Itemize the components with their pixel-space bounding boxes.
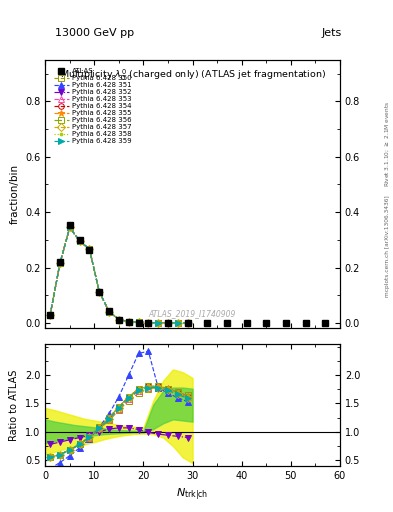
Text: ATLAS_2019_I1740909: ATLAS_2019_I1740909 <box>149 309 236 318</box>
Text: Multiplicity $\lambda_0^0$ (charged only) (ATLAS jet fragmentation): Multiplicity $\lambda_0^0$ (charged only… <box>60 68 325 83</box>
X-axis label: $N_{\mathrm{trk|ch}}$: $N_{\mathrm{trk|ch}}$ <box>176 486 209 502</box>
Text: Rivet 3.1.10; $\geq$ 2.1M events: Rivet 3.1.10; $\geq$ 2.1M events <box>383 100 391 186</box>
Text: Jets: Jets <box>321 28 342 38</box>
Text: mcplots.cern.ch [arXiv:1306.3436]: mcplots.cern.ch [arXiv:1306.3436] <box>385 195 389 296</box>
Legend: ATLAS, Pythia 6.428 350, Pythia 6.428 351, Pythia 6.428 352, Pythia 6.428 353, P: ATLAS, Pythia 6.428 350, Pythia 6.428 35… <box>51 66 134 146</box>
Y-axis label: fraction/bin: fraction/bin <box>9 164 19 224</box>
Text: 13000 GeV pp: 13000 GeV pp <box>55 28 134 38</box>
Y-axis label: Ratio to ATLAS: Ratio to ATLAS <box>9 369 19 440</box>
